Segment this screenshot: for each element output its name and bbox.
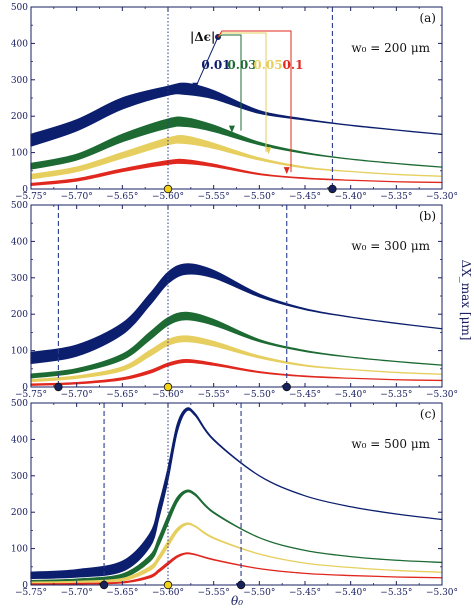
legend-entry-0_01: 0.01 [201, 58, 230, 72]
x-tick-label: −5.35° [380, 390, 412, 400]
x-tick-label: −5.75° [15, 390, 47, 400]
legend-leader-0_05 [217, 32, 267, 153]
axis-marker-navy [99, 580, 109, 590]
x-tick-label: −5.45° [289, 390, 321, 400]
y-tick-label: 200 [11, 508, 28, 518]
y-tick-label: 200 [11, 112, 28, 122]
x-tick-label: −5.50° [243, 588, 275, 598]
x-tick-label: −5.65° [106, 390, 138, 400]
y-tick-label: 400 [11, 39, 28, 49]
panel-label: (c) [420, 407, 436, 421]
x-tick-label: −5.65° [106, 192, 138, 202]
y-tick-label: 300 [11, 76, 28, 86]
legend-arrowhead [283, 167, 290, 175]
y-tick-label: 100 [11, 347, 28, 357]
x-tick-label: −5.50° [243, 390, 275, 400]
legend-arrowhead [228, 125, 235, 133]
y-tick-label: 500 [11, 201, 28, 211]
y-tick-label: 400 [11, 435, 28, 445]
x-tick-label: −5.60° [152, 192, 184, 202]
panel-a: 0 100 200 300 400 500 −5.75° −5.70° −5.65° −5.60°… [11, 3, 458, 202]
x-tick-label: −5.70° [61, 588, 93, 598]
series-band-0_05 [30, 135, 443, 180]
x-tick-label: −5.30° [426, 390, 458, 400]
series-band-0_1 [30, 359, 443, 386]
legend-leader-0_03 [217, 34, 242, 131]
y-tick-label: 400 [11, 237, 28, 247]
x-tick-label: −5.50° [243, 192, 275, 202]
x-tick-label: −5.35° [380, 588, 412, 598]
legend-leader-0_1 [217, 30, 292, 173]
series-band-0_01 [30, 407, 443, 580]
x-tick-label: −5.35° [380, 192, 412, 202]
beam-waist-label: w₀ = 300 μm [351, 239, 430, 253]
x-tick-label: −5.70° [61, 390, 93, 400]
axis-marker-navy [328, 184, 337, 194]
beam-waist-label: w₀ = 200 μm [351, 41, 430, 55]
legend-entry-0_1: 0.1 [283, 58, 304, 72]
y-tick-label: 0 [22, 581, 28, 591]
x-tick-label: −5.60° [152, 588, 184, 598]
panel-label: (a) [419, 11, 436, 25]
y-tick-label: 200 [11, 310, 28, 320]
y-tick-label: 0 [22, 383, 28, 393]
axis-marker-navy [54, 382, 63, 392]
panel-b: 0 100 200 300 400 500 −5.75° −5.70° −5.65° −5.60°… [11, 201, 458, 400]
y-tick-label: 0 [22, 185, 28, 195]
series-band-0_03 [30, 116, 443, 170]
panel-label: (b) [419, 209, 436, 223]
beam-waist-label: w₀ = 500 μm [351, 437, 430, 451]
x-tick-label: −5.40° [335, 192, 367, 202]
axis-marker-navy [282, 382, 291, 392]
x-tick-label: −5.75° [15, 588, 47, 598]
y-tick-label: 300 [11, 274, 28, 284]
legend-arrowhead [192, 82, 199, 90]
axis-marker-yellow [163, 382, 173, 392]
x-axis-label: θ₀ [231, 594, 243, 608]
x-tick-label: −5.40° [335, 390, 367, 400]
x-tick-label: −5.55° [198, 588, 230, 598]
y-tick-label: 100 [11, 545, 28, 555]
y-tick-label: 500 [11, 3, 28, 13]
x-tick-label: −5.75° [15, 192, 47, 202]
axis-marker-navy [236, 580, 246, 590]
y-tick-label: 100 [11, 149, 28, 159]
legend: |Δϵ| 0.010.030.05 0.1 [190, 30, 304, 175]
legend-entry-0_03: 0.03 [227, 58, 256, 72]
legend-entry-0_05: 0.05 [253, 58, 282, 72]
panel-c: 0 100 200 300 400 500 −5.75° −5.70° −5.65° −5.60°… [11, 399, 458, 598]
plot-frame [30, 402, 443, 586]
x-tick-label: −5.55° [198, 192, 230, 202]
legend-arrowhead [265, 147, 272, 155]
x-tick-label: −5.55° [198, 390, 230, 400]
x-tick-label: −5.45° [289, 192, 321, 202]
axis-marker-yellow [163, 580, 173, 590]
x-tick-label: −5.70° [61, 192, 93, 202]
y-axis-label: ΔX_max [μm] [459, 260, 473, 341]
x-tick-label: −5.60° [152, 390, 184, 400]
y-tick-label: 300 [11, 472, 28, 482]
x-tick-label: −5.30° [426, 588, 458, 598]
legend-leader-0_01 [194, 36, 219, 88]
y-tick-label: 500 [11, 399, 28, 409]
axis-marker-yellow [163, 184, 173, 194]
legend-title: |Δϵ| [190, 30, 215, 44]
x-tick-label: −5.65° [106, 588, 138, 598]
x-tick-label: −5.40° [335, 588, 367, 598]
x-tick-label: −5.45° [289, 588, 321, 598]
x-tick-label: −5.30° [426, 192, 458, 202]
